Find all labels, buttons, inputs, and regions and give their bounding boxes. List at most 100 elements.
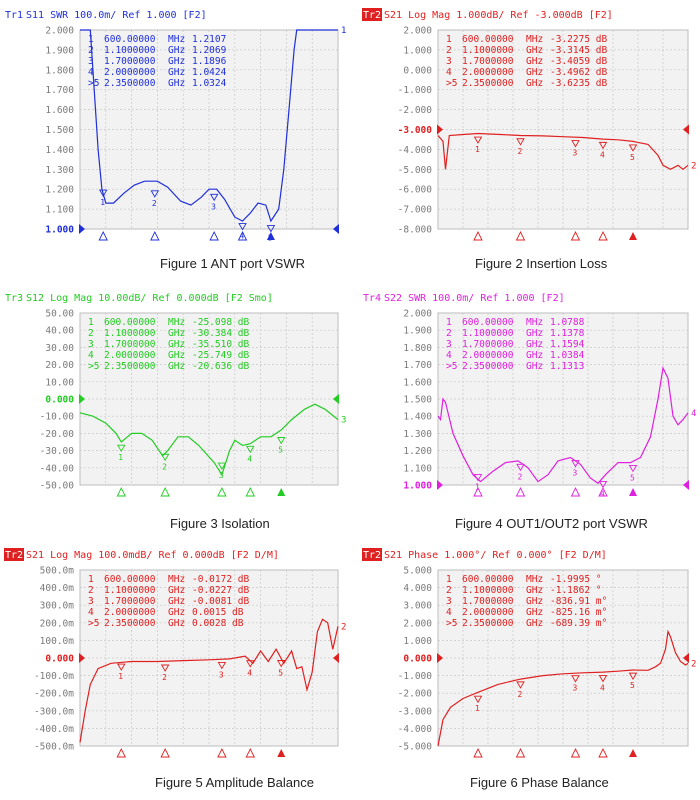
marker-table-value: 0.0028 dB	[192, 618, 244, 629]
marker-table-unit: GHz	[526, 45, 543, 56]
y-tick-label: 300.0m	[40, 601, 75, 612]
trace-id: Tr4	[363, 293, 381, 304]
marker-number: 3	[219, 670, 224, 679]
y-tick-label: 400.0m	[40, 583, 75, 594]
marker-table-value: -35.510 dB	[192, 339, 249, 350]
marker-table-unit: GHz	[526, 618, 543, 629]
marker-table-freq: 2.0000000	[104, 350, 156, 361]
marker-table-freq: 2.3500000	[462, 78, 514, 89]
y-tick-label: 1.400	[403, 412, 432, 423]
trace-end-label: 4	[691, 409, 696, 419]
marker-table-num: 3	[88, 596, 94, 607]
figure-caption: Figure 6 Phase Balance	[470, 775, 609, 790]
marker-table-num: 1	[446, 34, 452, 45]
y-tick-label: 1.500	[45, 125, 74, 136]
marker-number: 4	[600, 150, 605, 159]
bottom-marker	[246, 488, 254, 496]
y-tick-label: 3.000	[403, 601, 432, 612]
marker-table-value: 1.0324	[192, 78, 227, 89]
bottom-marker	[599, 232, 607, 240]
marker-table-num: 3	[88, 339, 94, 350]
y-tick-label: 1.800	[45, 65, 74, 76]
marker-number: 5	[630, 681, 635, 690]
marker-table-freq: 600.00000	[462, 34, 514, 45]
y-tick-label: 20.00	[45, 360, 74, 371]
marker-table-unit: GHz	[526, 67, 543, 78]
marker-table-freq: 1.7000000	[462, 56, 514, 67]
marker-table-unit: GHz	[526, 78, 543, 89]
marker-table-freq: 600.00000	[462, 574, 514, 585]
chart-header: S21 Log Mag 1.000dB/ Ref -3.000dB [F2]	[384, 10, 613, 21]
bottom-marker	[99, 232, 107, 240]
marker-table-unit: GHz	[168, 607, 185, 618]
trace-end-label: 2	[341, 622, 346, 632]
y-tick-label: 1.000	[403, 636, 432, 647]
y-tick-label: -7.000	[398, 205, 433, 216]
marker-table-freq: 1.1000000	[104, 585, 156, 596]
marker-table-freq: 1.7000000	[462, 339, 514, 350]
marker-table-freq: 1.1000000	[462, 45, 514, 56]
y-tick-label: 1.900	[45, 45, 74, 56]
marker-table-num: 3	[88, 56, 94, 67]
y-tick-label: -5.000	[398, 165, 433, 176]
marker-table-unit: MHz	[168, 317, 185, 328]
marker-table-value: 1.1378	[550, 328, 585, 339]
chart-p4: Tr4 S22 SWR 100.0m/ Ref 1.000 [F2] 2.000 1.…	[358, 283, 700, 501]
marker-table-value: 1.1896	[192, 56, 227, 67]
y-tick-label: 2.000	[403, 309, 432, 320]
y-tick-label: 0.000	[45, 654, 74, 665]
y-tick-label: 50.00	[45, 309, 74, 320]
y-tick-label: -300.0m	[34, 706, 74, 717]
y-tick-label: -4.000	[398, 145, 433, 156]
chart-p2: Tr2 S21 Log Mag 1.000dB/ Ref -3.000dB [F2…	[358, 0, 700, 245]
bottom-marker	[117, 488, 125, 496]
marker-number: 2	[518, 147, 523, 156]
bottom-marker	[474, 749, 482, 757]
marker-table-value: 1.1594	[550, 339, 585, 350]
y-tick-label: -100.0m	[34, 671, 74, 682]
y-tick-label: 1.700	[45, 85, 74, 96]
marker-number: 4	[247, 454, 252, 463]
bottom-marker	[599, 749, 607, 757]
marker-number: 1	[475, 145, 480, 154]
marker-table-freq: 1.1000000	[104, 45, 156, 56]
y-tick-label: -5.000	[398, 742, 433, 753]
trace-end-label: 2	[691, 659, 696, 669]
trace-id: Tr2	[363, 10, 381, 21]
bottom-marker	[474, 232, 482, 240]
y-tick-label: 1.900	[403, 326, 432, 337]
marker-table-freq: 2.0000000	[462, 67, 514, 78]
marker-table-value: -1.1862 °	[550, 585, 601, 596]
marker-table-freq: 1.7000000	[462, 596, 514, 607]
marker-number: 3	[573, 469, 578, 478]
y-tick-label: 1.000	[403, 481, 432, 492]
y-tick-label: -40.00	[40, 463, 75, 474]
marker-table-unit: GHz	[526, 339, 543, 350]
marker-table-value: -25.098 dB	[192, 317, 249, 328]
marker-table-freq: 2.0000000	[104, 67, 156, 78]
marker-table-freq: 2.3500000	[104, 618, 156, 629]
marker-table-unit: GHz	[526, 596, 543, 607]
figure-caption: Figure 2 Insertion Loss	[475, 256, 607, 271]
marker-number: 1	[100, 198, 105, 207]
trace-id: Tr1	[5, 10, 23, 21]
marker-table-unit: GHz	[168, 45, 185, 56]
marker-table-num: >5	[88, 618, 99, 629]
marker-number: 2	[152, 199, 157, 208]
chart-p3: Tr3 S12 Log Mag 10.00dB/ Ref 0.000dB [F2 …	[0, 283, 350, 501]
trace-end-label: 2	[691, 161, 696, 171]
marker-table-freq: 2.3500000	[104, 78, 156, 89]
y-tick-label: -1.000	[398, 85, 433, 96]
marker-table-unit: MHz	[526, 574, 543, 585]
y-tick-label: -4.000	[398, 724, 433, 735]
y-tick-label: 2.000	[403, 618, 432, 629]
marker-number: 1	[118, 672, 123, 681]
marker-table-value: -836.91 m°	[550, 596, 607, 607]
marker-table-value: 1.2069	[192, 45, 227, 56]
y-tick-label: 1.000	[45, 225, 74, 236]
marker-table-freq: 600.00000	[104, 574, 156, 585]
marker-table-value: -20.636 dB	[192, 361, 249, 372]
bottom-marker	[210, 232, 218, 240]
y-tick-label: 30.00	[45, 343, 74, 354]
marker-table-value: -3.3145 dB	[550, 45, 607, 56]
